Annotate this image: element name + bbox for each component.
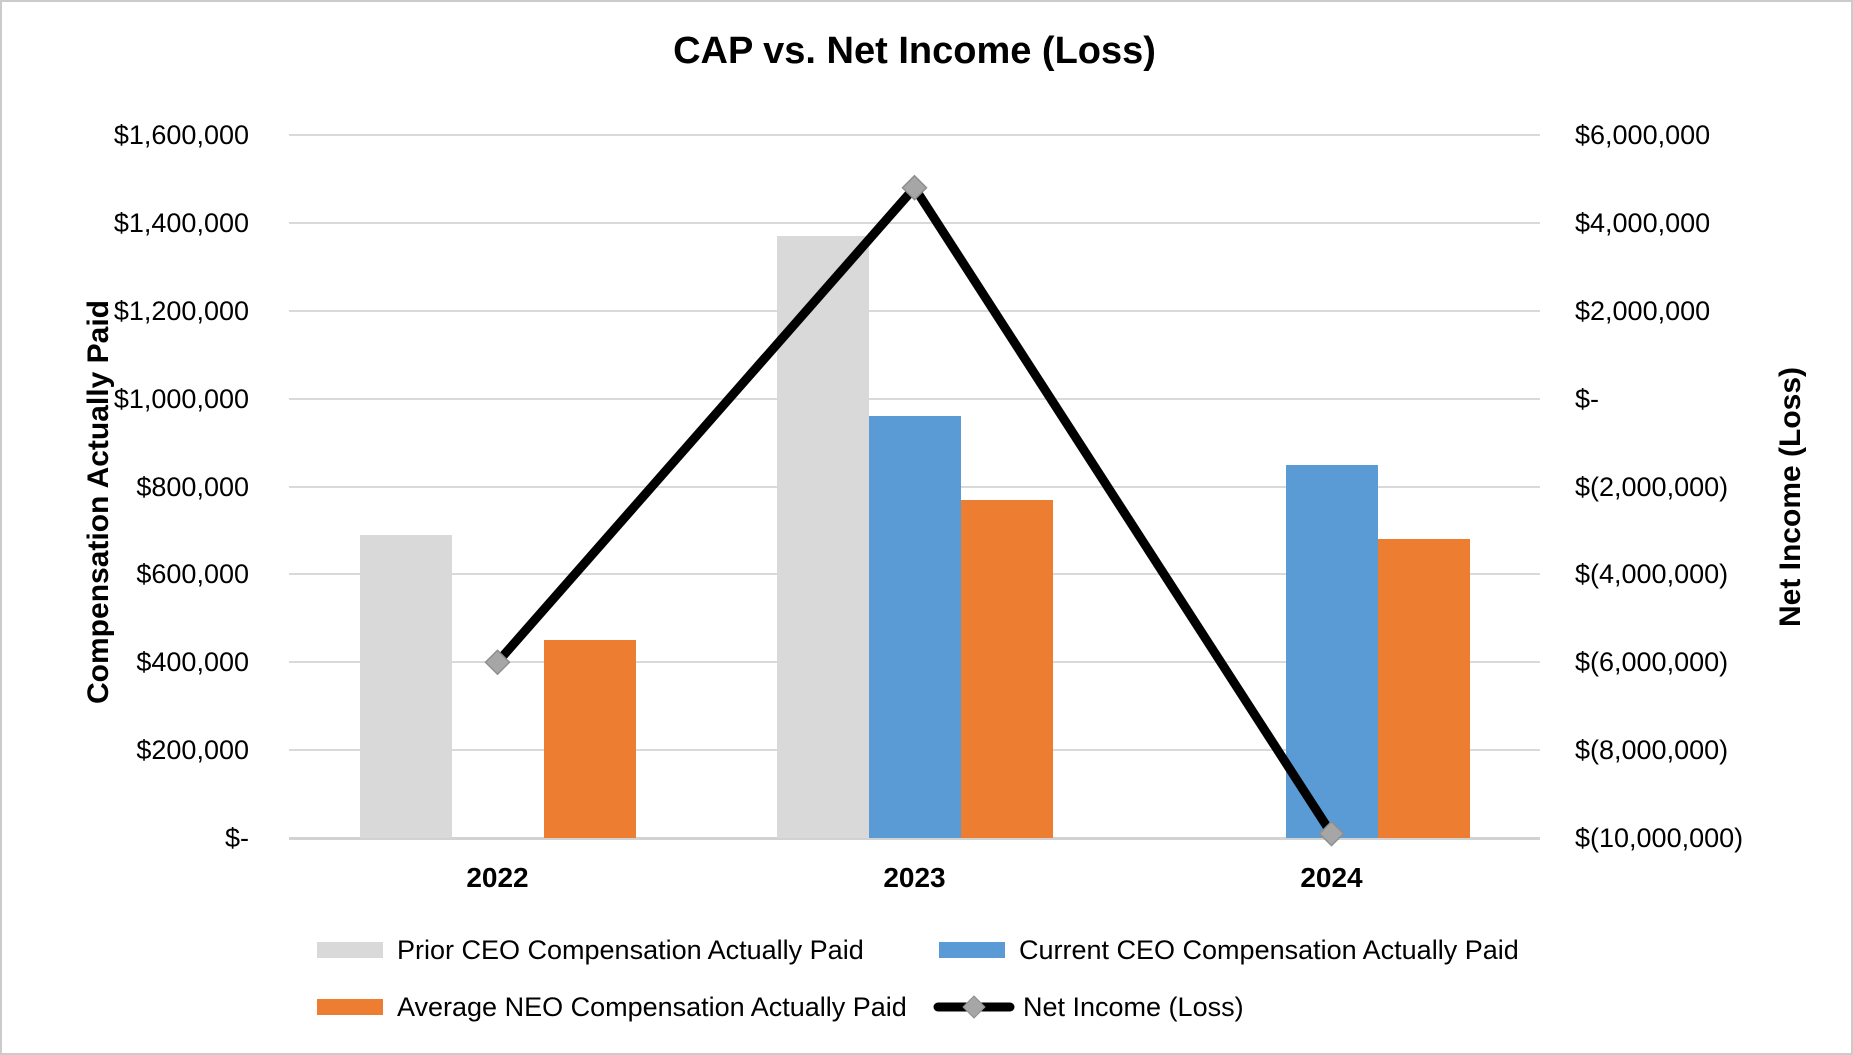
bar-series1-2023 bbox=[868, 416, 961, 838]
right-axis-tick: $(2,000,000) bbox=[1575, 471, 1729, 502]
legend-label-current-ceo: Current CEO Compensation Actually Paid bbox=[1019, 935, 1519, 965]
bar-series2-2024 bbox=[1377, 539, 1470, 838]
legend-label-average-neo: Average NEO Compensation Actually Paid bbox=[397, 992, 907, 1022]
legend-item-prior-ceo: Prior CEO Compensation Actually Paid bbox=[317, 933, 864, 967]
chart-title: CAP vs. Net Income (Loss) bbox=[673, 30, 1156, 72]
x-axis-line bbox=[289, 837, 1540, 840]
left-axis-tick: $1,400,000 bbox=[113, 207, 249, 238]
x-axis-label-2024: 2024 bbox=[1300, 862, 1363, 893]
right-axis-tick: $2,000,000 bbox=[1575, 295, 1711, 326]
bar-series1-2024 bbox=[1285, 464, 1378, 838]
legend-item-current-ceo: Current CEO Compensation Actually Paid bbox=[939, 933, 1519, 967]
gridline bbox=[289, 134, 1540, 136]
right-axis-tick: $6,000,000 bbox=[1575, 120, 1711, 150]
legend-item-net-income: Net Income (Loss) bbox=[933, 990, 1244, 1024]
right-axis-tick: $(10,000,000) bbox=[1575, 823, 1744, 853]
right-axis-tick: $4,000,000 bbox=[1575, 207, 1711, 238]
bar-series0-2023 bbox=[776, 236, 869, 838]
left-axis-tick: $600,000 bbox=[136, 559, 249, 590]
left-axis-tick: $1,200,000 bbox=[113, 295, 249, 326]
left-axis-tick: $200,000 bbox=[136, 735, 249, 766]
legend-swatch-current-ceo bbox=[939, 942, 1005, 958]
legend-label-prior-ceo: Prior CEO Compensation Actually Paid bbox=[397, 935, 864, 965]
gridline bbox=[289, 309, 1540, 312]
right-axis-tick: $- bbox=[1575, 383, 1600, 414]
bar-series2-2023 bbox=[960, 499, 1053, 838]
left-axis-tick: $1,600,000 bbox=[113, 120, 249, 150]
x-axis-label-2023: 2023 bbox=[883, 862, 946, 893]
net-income-marker bbox=[901, 174, 928, 201]
legend-item-average-neo: Average NEO Compensation Actually Paid bbox=[317, 990, 907, 1024]
legend-label-net-income: Net Income (Loss) bbox=[1023, 992, 1244, 1022]
x-axis-label-2022: 2022 bbox=[466, 862, 529, 893]
left-axis-tick: $- bbox=[224, 823, 249, 853]
left-axis-tick: $800,000 bbox=[136, 471, 249, 502]
left-axis-title: Compensation Actually Paid bbox=[82, 300, 115, 704]
legend-swatch-prior-ceo bbox=[317, 942, 383, 958]
right-axis-tick: $(6,000,000) bbox=[1575, 647, 1729, 678]
gridline bbox=[289, 397, 1540, 400]
net-income-line-marker-icon bbox=[933, 995, 1015, 1019]
right-axis-tick: $(8,000,000) bbox=[1575, 735, 1729, 766]
left-axis-tick: $1,000,000 bbox=[113, 383, 249, 414]
right-axis-title: Net Income (Loss) bbox=[1774, 366, 1807, 628]
bar-series2-2022 bbox=[543, 640, 636, 838]
legend-swatch-average-neo bbox=[317, 999, 383, 1015]
right-axis-tick: $(4,000,000) bbox=[1575, 559, 1729, 590]
gridline bbox=[289, 221, 1540, 224]
left-axis-tick: $400,000 bbox=[136, 647, 249, 678]
bar-series0-2022 bbox=[359, 534, 452, 838]
